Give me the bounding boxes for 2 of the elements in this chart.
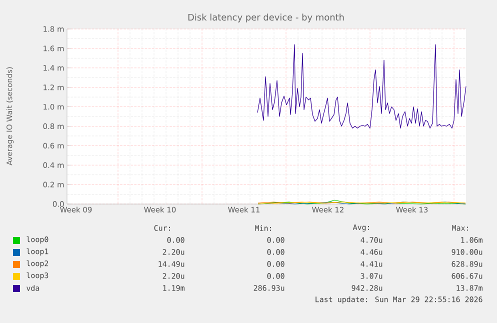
line-series xyxy=(257,44,466,128)
chart-title: Disk latency per device - by month xyxy=(188,14,344,22)
